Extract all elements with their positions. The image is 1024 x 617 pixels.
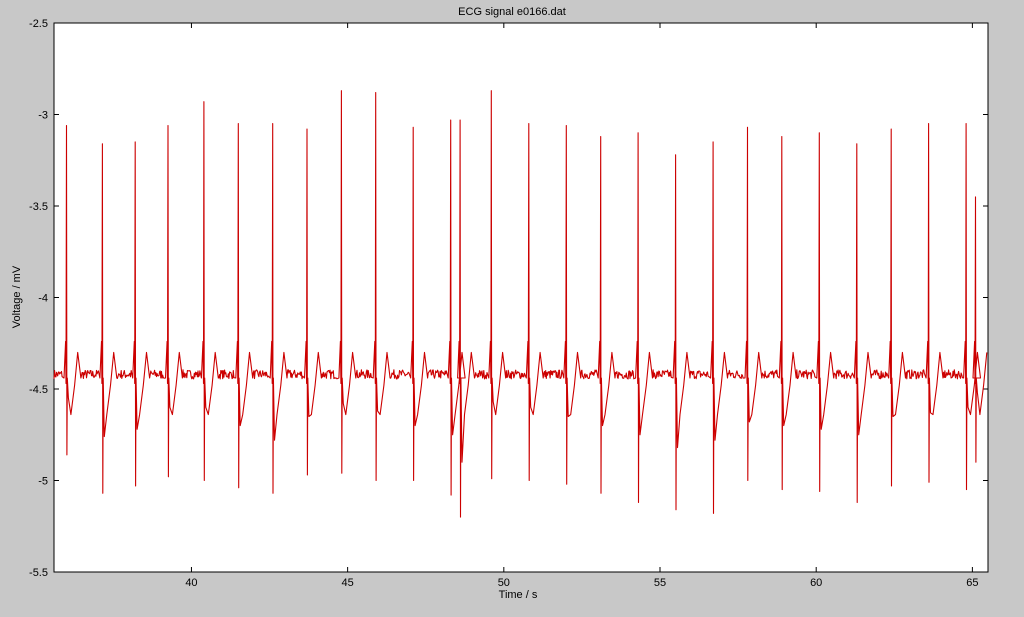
x-tick-label: 50 [498,577,510,589]
axis-ticks: 40 45 50 55 60 65 -5.5 -5 -4.5 -4 -3.5 -3 -2.5 [29,18,988,589]
y-tick-label: -2.5 [29,18,48,30]
y-tick-label: -4 [38,293,48,305]
x-tick-label: 55 [654,577,666,589]
y-tick-label: -4.5 [29,384,48,396]
x-tick-label: 65 [966,577,978,589]
y-tick-label: -3 [38,110,48,122]
y-tick-label: -5 [38,476,48,488]
y-tick-label: -3.5 [29,201,48,213]
x-axis-label: Time / s [499,589,538,601]
y-axis-label: Voltage / mV [11,265,23,328]
ecg-series [53,90,988,518]
y-tick-label: -5.5 [29,567,48,579]
plot-area [53,22,989,573]
x-tick-label: 45 [342,577,354,589]
x-tick-label: 60 [810,577,822,589]
chart-title: ECG signal e0166.dat [458,6,566,18]
x-tick-label: 40 [185,577,197,589]
ecg-series-line [53,90,988,518]
